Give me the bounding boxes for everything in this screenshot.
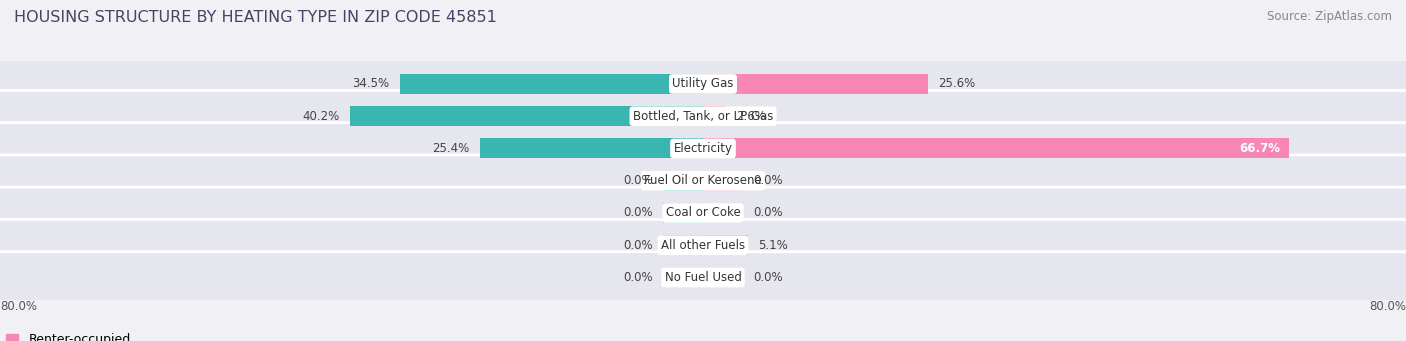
FancyBboxPatch shape	[0, 123, 1406, 174]
Legend: Owner-occupied, Renter-occupied: Owner-occupied, Renter-occupied	[0, 333, 131, 341]
Bar	[703, 203, 742, 223]
Bar	[664, 235, 703, 255]
Bar	[664, 171, 703, 191]
Text: Bottled, Tank, or LP Gas: Bottled, Tank, or LP Gas	[633, 110, 773, 123]
FancyBboxPatch shape	[0, 187, 1406, 239]
FancyBboxPatch shape	[0, 155, 1406, 207]
Text: 66.7%: 66.7%	[1239, 142, 1281, 155]
Text: 34.5%: 34.5%	[352, 77, 389, 90]
Text: 0.0%: 0.0%	[623, 174, 652, 187]
Bar	[664, 267, 703, 287]
Text: 0.0%: 0.0%	[623, 239, 652, 252]
Text: 5.1%: 5.1%	[758, 239, 789, 252]
Text: 25.4%: 25.4%	[432, 142, 470, 155]
FancyBboxPatch shape	[0, 220, 1406, 271]
Text: 0.0%: 0.0%	[623, 271, 652, 284]
FancyBboxPatch shape	[0, 252, 1406, 303]
Bar	[399, 74, 703, 94]
Bar	[703, 74, 928, 94]
Text: 80.0%: 80.0%	[1369, 300, 1406, 313]
Bar	[664, 203, 703, 223]
Bar	[703, 171, 742, 191]
FancyBboxPatch shape	[0, 90, 1406, 142]
Bar	[703, 235, 748, 255]
Text: 0.0%: 0.0%	[623, 207, 652, 220]
Text: Coal or Coke: Coal or Coke	[665, 207, 741, 220]
FancyBboxPatch shape	[0, 58, 1406, 110]
Text: 0.0%: 0.0%	[754, 207, 783, 220]
Bar	[703, 267, 742, 287]
Bar	[350, 106, 703, 126]
Text: 0.0%: 0.0%	[754, 271, 783, 284]
Bar	[479, 138, 703, 159]
Bar	[703, 138, 1289, 159]
Text: All other Fuels: All other Fuels	[661, 239, 745, 252]
Text: 80.0%: 80.0%	[0, 300, 37, 313]
Text: No Fuel Used: No Fuel Used	[665, 271, 741, 284]
Text: Fuel Oil or Kerosene: Fuel Oil or Kerosene	[644, 174, 762, 187]
Text: Utility Gas: Utility Gas	[672, 77, 734, 90]
Text: Source: ZipAtlas.com: Source: ZipAtlas.com	[1267, 10, 1392, 23]
Bar	[703, 106, 725, 126]
Text: 40.2%: 40.2%	[302, 110, 339, 123]
Text: HOUSING STRUCTURE BY HEATING TYPE IN ZIP CODE 45851: HOUSING STRUCTURE BY HEATING TYPE IN ZIP…	[14, 10, 496, 25]
Text: Electricity: Electricity	[673, 142, 733, 155]
Text: 25.6%: 25.6%	[939, 77, 976, 90]
Text: 2.6%: 2.6%	[737, 110, 766, 123]
Text: 0.0%: 0.0%	[754, 174, 783, 187]
